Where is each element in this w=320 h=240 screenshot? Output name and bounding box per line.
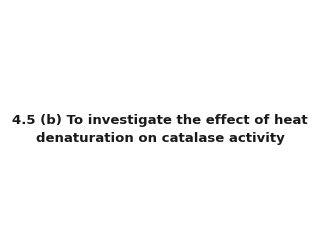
- Text: 4.5 (b) To investigate the effect of heat
denaturation on catalase activity: 4.5 (b) To investigate the effect of hea…: [12, 114, 308, 145]
